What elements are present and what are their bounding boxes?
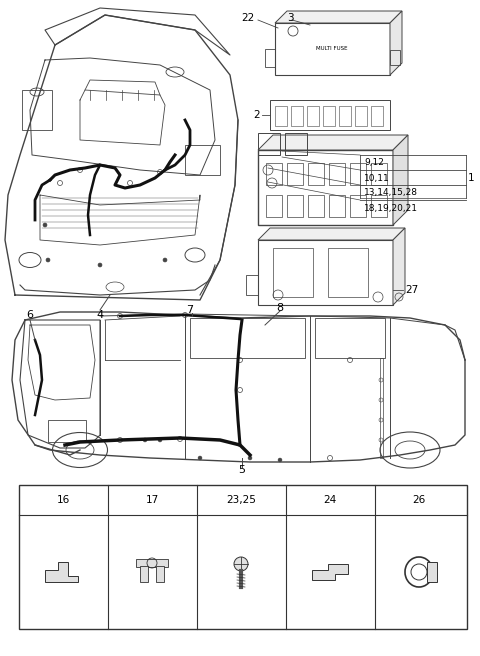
Text: 5: 5 [239, 465, 245, 475]
Bar [266, 195, 282, 217]
Bar [136, 559, 168, 567]
Text: 6: 6 [26, 310, 34, 320]
Bar [266, 163, 282, 185]
Bar [275, 106, 287, 126]
Bar [371, 163, 387, 185]
Bar [371, 195, 387, 217]
Bar [48, 420, 86, 442]
Circle shape [46, 258, 50, 262]
Circle shape [98, 263, 102, 267]
Bar [355, 106, 367, 126]
Polygon shape [275, 11, 402, 23]
Polygon shape [258, 135, 408, 150]
Bar [275, 23, 390, 75]
Circle shape [143, 438, 147, 442]
Text: 26: 26 [412, 495, 426, 505]
Text: 9,12: 9,12 [364, 159, 384, 167]
Bar [323, 106, 335, 126]
Bar [270, 100, 390, 130]
Polygon shape [45, 562, 78, 582]
Circle shape [43, 223, 47, 227]
Bar [371, 106, 383, 126]
Bar [156, 566, 164, 582]
Bar [380, 358, 383, 458]
Bar [287, 195, 303, 217]
Circle shape [163, 258, 167, 262]
Bar [308, 195, 324, 217]
Bar [258, 240, 393, 305]
Bar [350, 163, 366, 185]
Polygon shape [390, 11, 402, 75]
Text: 16: 16 [56, 495, 70, 505]
Bar [315, 318, 385, 358]
Bar [258, 150, 393, 225]
Bar [427, 562, 437, 582]
Bar [185, 145, 220, 175]
Polygon shape [312, 564, 348, 580]
Bar [265, 49, 275, 67]
Bar [329, 163, 345, 185]
Bar [285, 133, 307, 155]
Circle shape [248, 456, 252, 460]
Bar [328, 248, 368, 297]
Circle shape [158, 438, 162, 442]
Text: 1: 1 [468, 173, 475, 183]
Polygon shape [393, 228, 405, 305]
Text: MULTI FUSE: MULTI FUSE [316, 47, 348, 52]
Bar [390, 50, 400, 65]
Bar [291, 106, 303, 126]
Text: 18,19,20,21: 18,19,20,21 [364, 203, 418, 213]
Text: 3: 3 [287, 13, 293, 23]
Circle shape [198, 456, 202, 460]
Text: 27: 27 [405, 285, 418, 295]
Bar [308, 163, 324, 185]
Bar [140, 566, 148, 582]
Text: 22: 22 [242, 13, 255, 23]
Bar [307, 106, 319, 126]
Polygon shape [258, 228, 405, 240]
Text: 23,25: 23,25 [226, 495, 256, 505]
Bar [329, 195, 345, 217]
Bar [190, 318, 305, 358]
Bar [22, 90, 52, 130]
Bar [350, 195, 366, 217]
Bar [258, 133, 280, 155]
Text: 17: 17 [145, 495, 158, 505]
Bar [19, 485, 467, 629]
Text: 2: 2 [253, 110, 260, 120]
Bar [287, 163, 303, 185]
Bar [339, 106, 351, 126]
Polygon shape [393, 135, 408, 225]
Text: 4: 4 [96, 310, 104, 320]
Text: 13,14,15,28: 13,14,15,28 [364, 188, 418, 197]
Ellipse shape [234, 557, 248, 571]
Circle shape [278, 458, 282, 462]
Bar [246, 275, 258, 295]
Text: 8: 8 [276, 303, 284, 313]
Bar [273, 248, 313, 297]
Text: 10,11: 10,11 [364, 173, 390, 182]
Text: 24: 24 [324, 495, 336, 505]
Text: 7: 7 [186, 305, 193, 315]
